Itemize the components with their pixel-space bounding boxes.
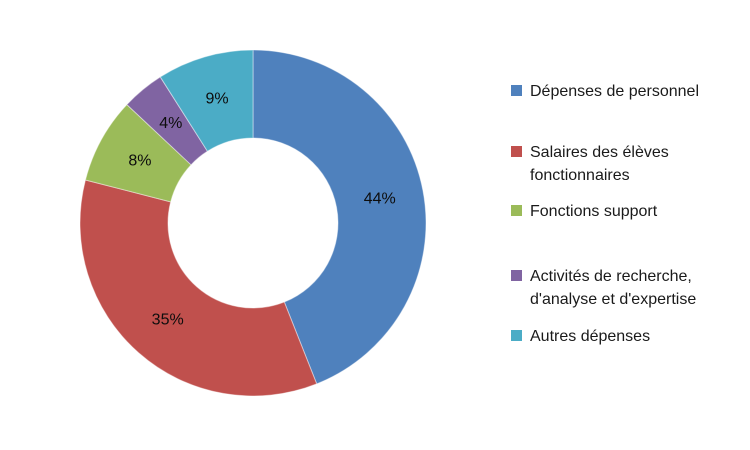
- data-label-5: 9%: [205, 91, 228, 108]
- pie-slice-2: [79, 179, 318, 397]
- legend-swatch-icon: [511, 85, 522, 96]
- data-label-3: 8%: [128, 152, 151, 169]
- legend-swatch-icon: [511, 205, 522, 216]
- legend-swatch-icon: [511, 270, 522, 281]
- pie-slice-1: [252, 49, 427, 385]
- legend-label: Activités de recherche, d'analyse et d'e…: [530, 268, 697, 309]
- legend-item-5: Autres dépenses: [511, 325, 650, 348]
- legend-label: Fonctions support: [530, 203, 658, 220]
- legend-label: Salaires des élèves fonctionnaires: [530, 144, 669, 185]
- pie-slice-5: [159, 49, 254, 152]
- data-label-2: 35%: [152, 311, 184, 328]
- data-label-4: 4%: [159, 115, 182, 132]
- chart-legend: Dépenses de personnel Salaires des élèves…: [511, 0, 746, 450]
- legend-item-1: Dépenses de personnel: [511, 80, 699, 103]
- legend-swatch-icon: [511, 330, 522, 341]
- legend-swatch-icon: [511, 146, 522, 157]
- legend-item-2: Salaires des élèves fonctionnaires: [511, 141, 742, 187]
- legend-label: Autres dépenses: [530, 328, 651, 345]
- legend-item-4: Activités de recherche, d'analyse et d'e…: [511, 265, 742, 311]
- legend-label: Dépenses de personnel: [530, 83, 700, 100]
- legend-item-3: Fonctions support: [511, 200, 657, 223]
- data-label-1: 44%: [364, 190, 396, 207]
- pie-slice-3: [84, 104, 192, 203]
